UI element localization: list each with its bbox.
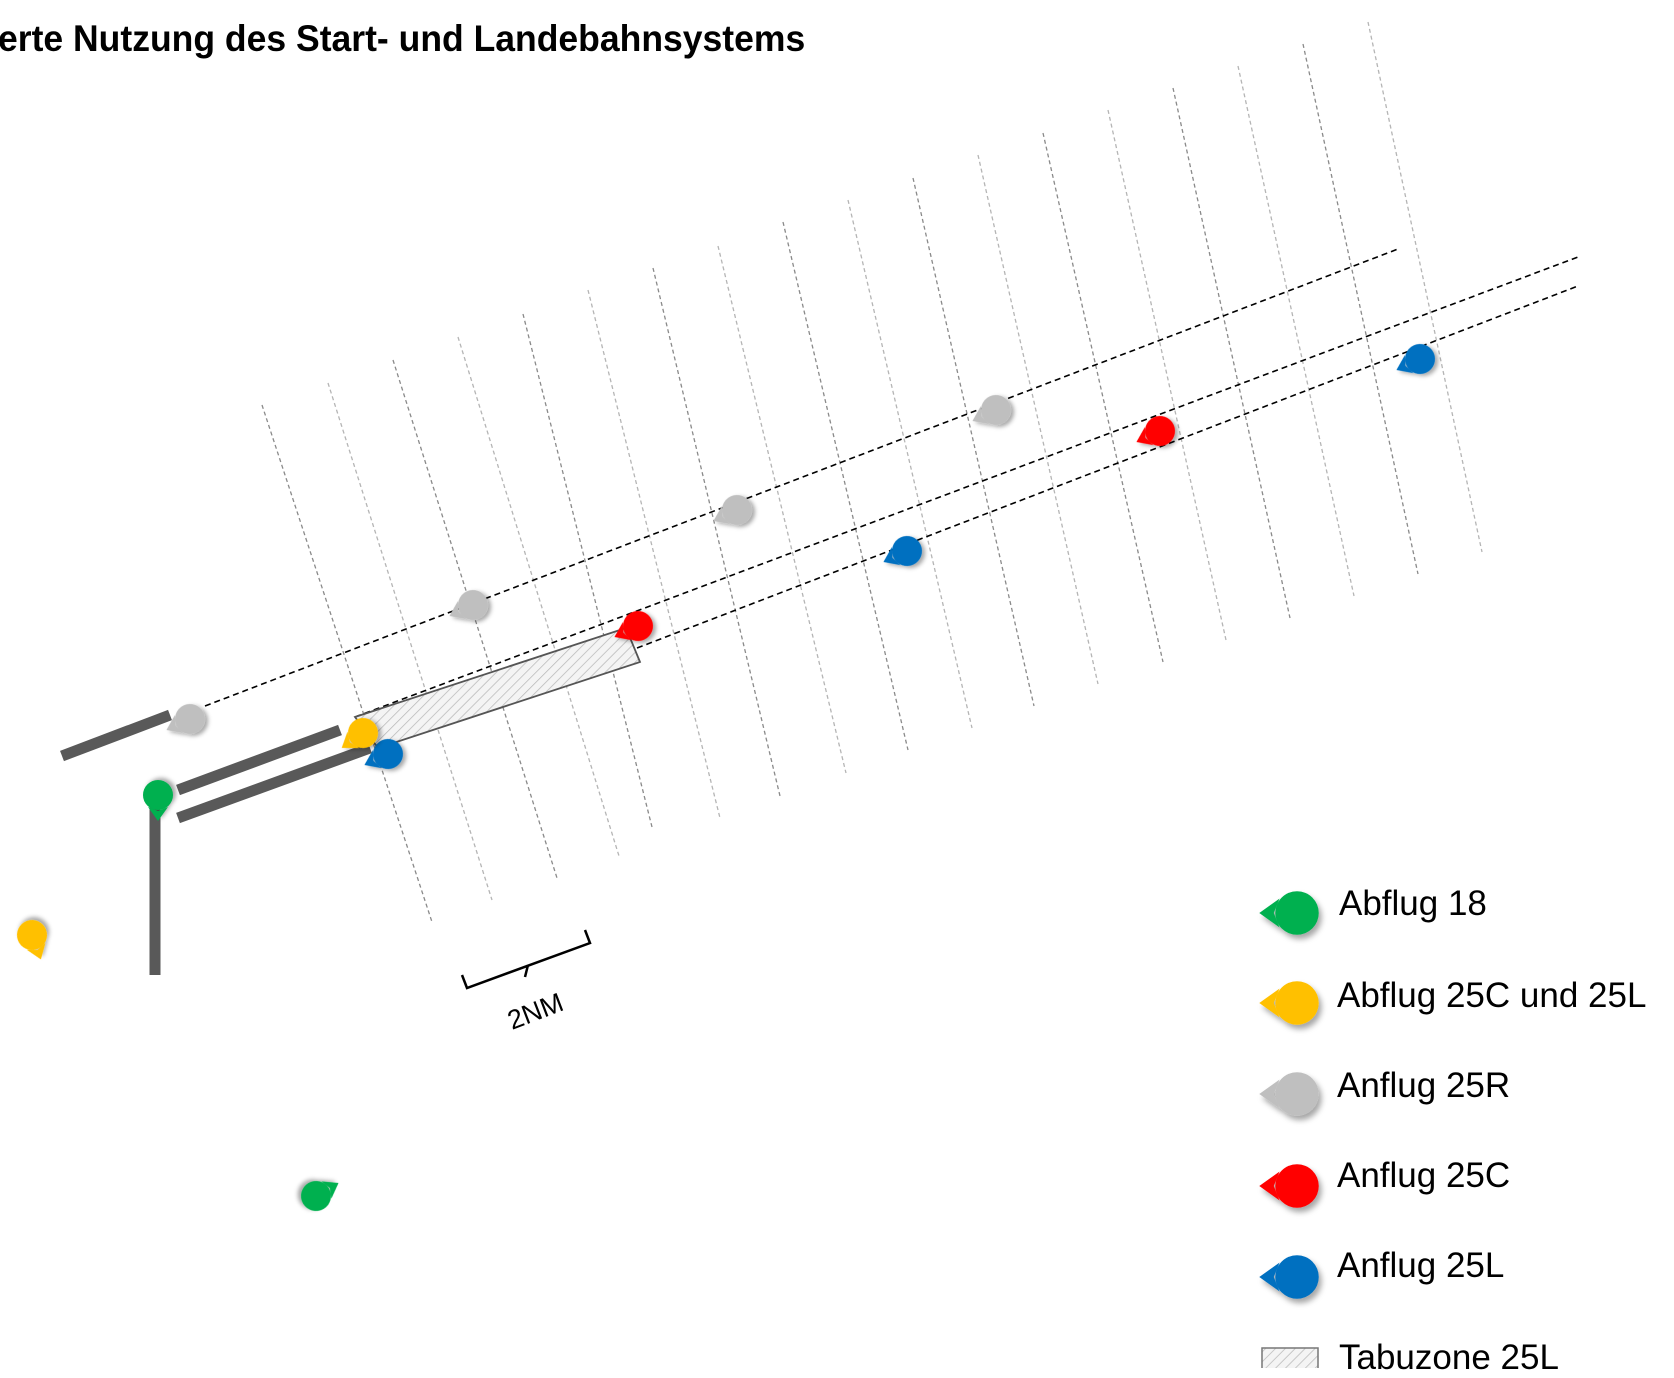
runway-25l [176,742,372,824]
abflug-25c-25l-marker [17,920,47,960]
tabuzone-25l [353,626,642,750]
anflug-25r-marker [713,495,752,525]
distance-marker-lines [261,21,1483,923]
abflug-18-marker [301,1181,339,1211]
legend-label-abflug-25c-25l: Abflug 25C und 25L [1337,976,1647,1015]
legend-anflug-25c-icon [1259,1164,1319,1208]
distance-line [261,404,433,923]
scale-label: 2NM [503,987,567,1035]
anflug-25c-marker [1136,416,1175,446]
distance-line [1367,21,1483,553]
legend-label-anflug-25r: Anflug 25R [1337,1066,1511,1105]
legend-anflug-25r-icon [1259,1072,1319,1116]
scale-bar: 2NM [460,929,592,1036]
anflug-25l-marker [364,739,403,769]
distance-line [327,382,493,901]
runway-25r [60,709,172,762]
anflug-25l-marker [883,536,922,566]
anflug-25r-marker [166,704,205,734]
legend-anflug-25l-icon [1259,1255,1319,1299]
runway-25c [176,724,342,796]
hatched-zone-icon [1261,1347,1319,1368]
legend-abflug-25c-25l-icon [1259,981,1319,1025]
abflug-25c-25l-marker [341,718,378,749]
legend-label-tabuzone-25l: Tabuzone 25L [1339,1338,1559,1377]
anflug-25c-marker [614,611,653,641]
distance-line [1237,65,1355,597]
centerline-25c [354,256,1579,718]
distance-line [1302,43,1419,575]
distance-line [1042,132,1164,663]
abflug-18-marker [143,780,173,821]
distance-line [717,245,847,774]
legend-label-anflug-25c: Anflug 25C [1337,1156,1511,1195]
distance-line [1107,109,1227,641]
legend-abflug-18-icon [1259,891,1319,935]
distance-line [782,221,909,751]
legend-label-abflug-18: Abflug 18 [1339,884,1487,923]
anflug-25r-marker [972,395,1011,425]
centerline-25r [204,248,1399,707]
legend-label-anflug-25l: Anflug 25L [1337,1246,1505,1285]
distance-line [1172,87,1291,619]
anflug-25r-marker [449,590,488,620]
anflug-25l-marker [1396,344,1435,374]
distance-line [522,313,653,828]
distance-line [847,199,973,729]
page-title: erte Nutzung des Start- und Landebahnsys… [0,18,806,59]
distance-line [587,289,721,819]
legend-icons [1259,891,1319,1368]
distance-line [912,177,1035,707]
aircraft-markers [17,344,1435,1211]
distance-line [652,267,781,797]
